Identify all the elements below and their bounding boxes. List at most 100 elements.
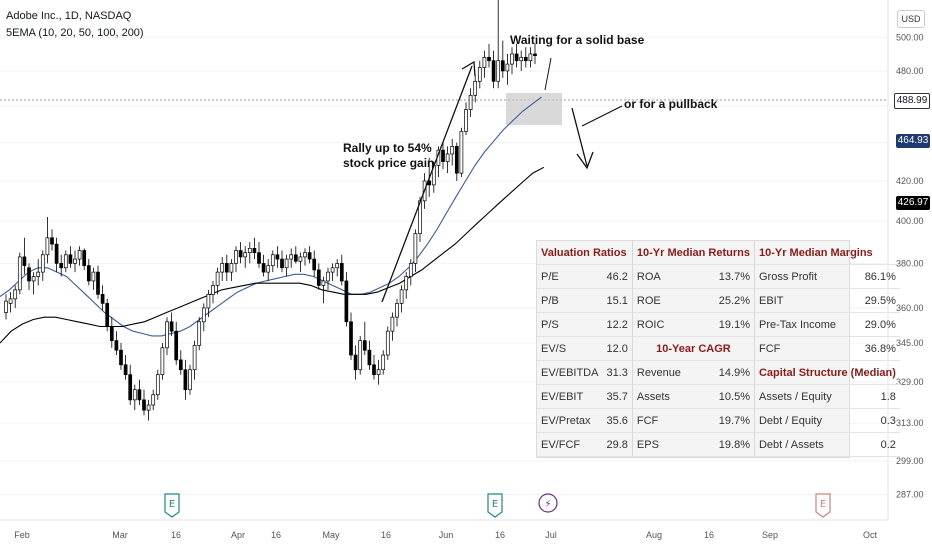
event-marker-circle [538,493,558,513]
candle-body [13,289,18,300]
candle-body [160,347,165,376]
valuation-name: P/B [537,288,603,313]
candle-body [454,146,459,174]
margins-header: 10-Yr Median Margins [753,241,900,265]
candle-body [487,56,491,62]
time-tick-label: Sep [762,530,778,540]
base-highlight-box [506,93,562,125]
candle-body [119,349,123,366]
note-rally-line2: stock price gain [343,156,435,170]
waiting-pointer [544,57,552,91]
currency-button[interactable]: USD [897,10,925,28]
margins-name: Gross Profit [753,264,855,289]
event-markers: E E ⚡ E [164,493,831,518]
candle-body [482,56,487,68]
candle-body [445,153,450,162]
rally-arrow-head [461,60,476,77]
valuation-value: 46.2 [602,264,633,289]
candle-body [353,354,358,371]
candle-body [137,389,142,401]
candle-body [220,263,225,273]
candle-body [123,364,128,376]
candle-body [234,250,238,264]
candle-body [496,60,501,82]
candle-body [385,330,390,356]
candle-body [330,267,335,273]
candle-body [293,254,298,262]
candle-body [109,326,114,341]
earnings-marker [487,493,503,518]
time-tick-label: Feb [14,530,30,540]
valuation-name: P/S [537,312,603,337]
note-waiting: Waiting for a solid base [510,33,645,47]
candle-body [105,303,110,327]
annotation-arrows [381,57,623,303]
candle-body [395,303,399,318]
candle-body [298,256,303,262]
valuation-name: EV/FCF [537,432,603,457]
candle-body [413,233,418,264]
candle-body [533,53,537,56]
price-tick-label: 360.00 [896,303,924,313]
candle-body [27,267,31,282]
candle-body [224,263,229,273]
candle-body [270,254,275,266]
capital-header: Capital Structure (Median) [753,360,900,385]
candle-body [91,271,96,282]
candle-body [464,109,468,132]
rally-arrow [381,65,473,303]
note-pullback: or for a pullback [624,97,718,111]
capital-name: Debt / Equity [753,408,855,433]
earnings-marker [815,493,831,518]
candle-body [519,56,524,62]
valuation-value: 31.3 [602,360,633,385]
valuation-value: 35.7 [602,384,633,409]
candle-body [142,399,146,411]
candle-body [201,307,206,323]
candle-body [86,265,91,282]
candle-body [523,56,528,62]
event-marker-label: ⚡ [544,499,551,510]
candle-body [151,394,156,406]
margins-value: 29.5% [854,288,900,313]
cagr-value: 19.8% [701,432,755,457]
candle-body [344,280,349,323]
candle-body [192,345,197,371]
time-tick-label: Mar [112,530,128,540]
candle-body [284,258,289,269]
returns-value: 19.1% [701,312,755,337]
candle-body [77,250,82,260]
price-tick-label: 299.00 [896,456,924,466]
cagr-name: Assets [631,384,702,409]
note-rally: Rally up to 54% stock price gain [343,141,434,171]
candle-body [362,340,367,351]
valuation-value: 35.6 [602,408,633,433]
pullback-arrow [571,107,588,167]
candle-body [450,146,455,155]
valuation-value: 12.2 [602,312,633,337]
candle-body [372,364,376,376]
candle-body [183,369,188,391]
candle-body [96,271,100,295]
capital-name: Assets / Equity [753,384,855,409]
margins-name: Pre-Tax Income [753,312,855,337]
candle-body [335,263,340,269]
indicator-label: 5EMA (10, 20, 50, 100, 200) [6,27,144,39]
ema-lines [0,96,545,344]
cagr-name: FCF [631,408,702,433]
candle-body [132,389,137,401]
candle-body [54,243,59,264]
candle-body [491,60,496,82]
valuation-name: EV/Pretax [537,408,603,433]
candle-body [165,321,169,349]
candle-body [477,67,482,82]
candle-body [50,237,54,245]
event-marker-label: E [492,499,498,510]
ema-a-price-label: 464.93 [896,134,930,148]
time-tick-label: Jul [545,530,557,540]
cagr-header: 10-Year CAGR [631,336,755,361]
candle-body [211,285,215,295]
margins-value: 29.0% [854,312,900,337]
valuation-name: EV/EBITDA [537,360,603,385]
candle-body [266,265,271,273]
